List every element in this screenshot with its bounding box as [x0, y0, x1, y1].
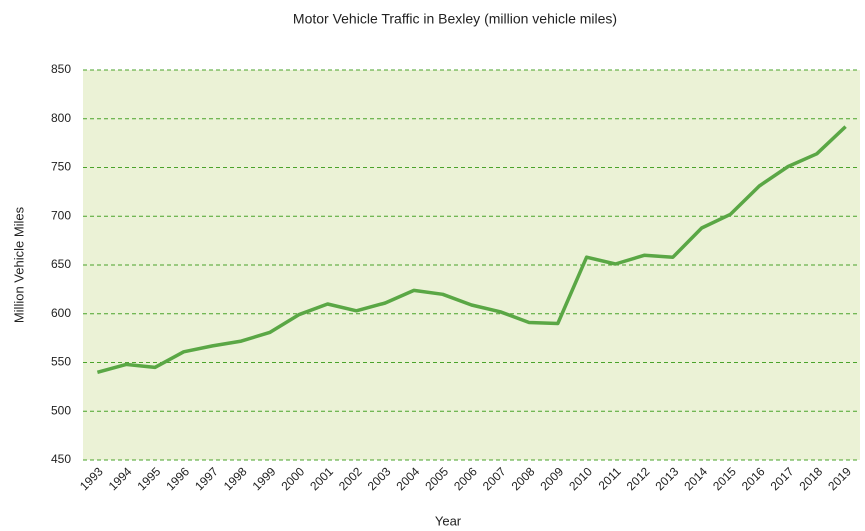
- x-tick-label: 1998: [221, 464, 250, 493]
- x-tick-label: 2007: [480, 464, 509, 493]
- x-tick-label: 2010: [566, 464, 595, 493]
- y-tick-label: 800: [51, 111, 71, 125]
- x-tick-label: 2006: [451, 464, 480, 493]
- x-tick-label: 2003: [365, 464, 394, 493]
- x-tick-label: 1993: [77, 464, 106, 493]
- chart-title: Motor Vehicle Traffic in Bexley (million…: [293, 11, 617, 27]
- y-tick-label: 450: [51, 452, 71, 466]
- x-axis-label: Year: [435, 513, 462, 528]
- x-tick-label: 2019: [825, 464, 854, 493]
- y-tick-label: 650: [51, 257, 71, 271]
- x-tick-label: 2002: [336, 464, 365, 493]
- x-tick-label: 2001: [307, 464, 336, 493]
- y-tick-label: 550: [51, 355, 71, 369]
- x-tick-label: 2005: [422, 464, 451, 493]
- x-tick-label: 2014: [681, 464, 710, 493]
- y-tick-label: 850: [51, 62, 71, 76]
- x-tick-label: 2009: [537, 464, 566, 493]
- x-tick-label: 2016: [739, 464, 768, 493]
- x-tick-label: 2012: [624, 464, 653, 493]
- y-axis-label: Million Vehicle Miles: [11, 206, 26, 323]
- x-tick-label: 2004: [394, 464, 423, 493]
- y-tick-label: 750: [51, 160, 71, 174]
- x-tick-label: 1997: [192, 464, 221, 493]
- x-tick-label: 1994: [106, 464, 135, 493]
- x-tick-label: 2015: [710, 464, 739, 493]
- x-tick-label: 2018: [796, 464, 825, 493]
- x-tick-label: 2017: [768, 464, 797, 493]
- x-tick-label: 2008: [509, 464, 538, 493]
- x-tick-label: 1999: [250, 464, 279, 493]
- x-tick-label: 1996: [163, 464, 192, 493]
- x-tick-label: 2011: [596, 464, 624, 492]
- y-tick-label: 500: [51, 403, 71, 417]
- x-tick-label: 2013: [653, 464, 682, 493]
- x-tick-label: 2000: [278, 464, 307, 493]
- y-tick-label: 600: [51, 306, 71, 320]
- y-tick-label: 700: [51, 208, 71, 222]
- data-line: [96, 125, 847, 374]
- x-tick-label: 1995: [135, 464, 164, 493]
